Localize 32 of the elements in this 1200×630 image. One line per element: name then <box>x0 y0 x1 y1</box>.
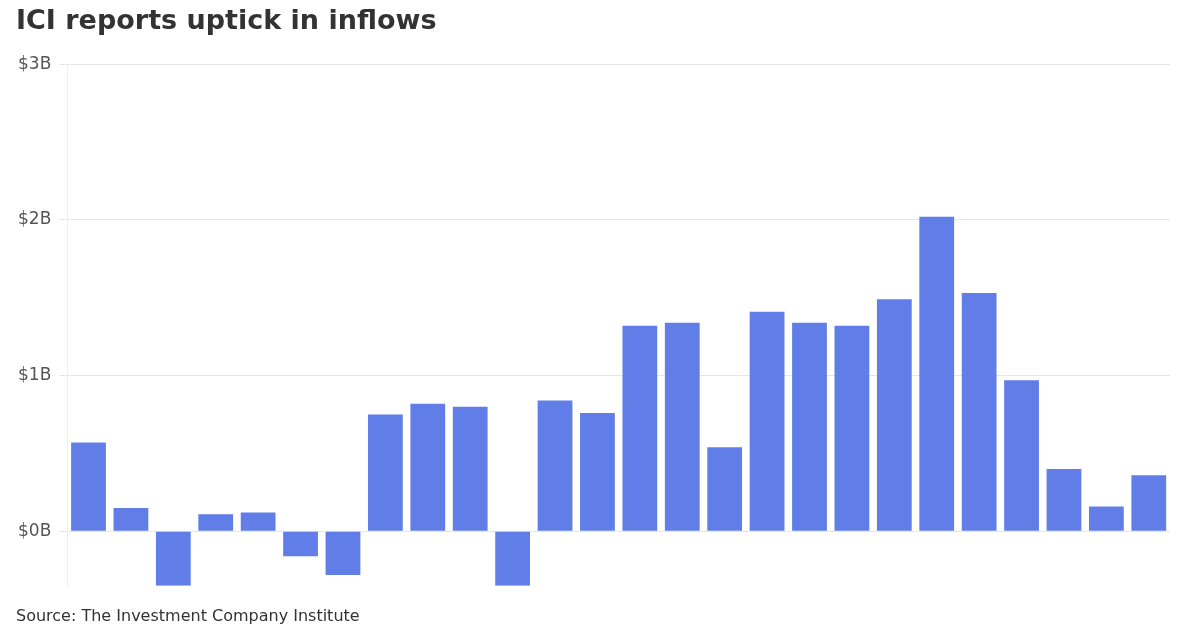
bar <box>367 414 403 531</box>
bar <box>240 512 276 531</box>
chart-title: ICI reports uptick in inflows <box>16 4 437 35</box>
bar <box>452 406 488 531</box>
bar <box>1004 380 1039 531</box>
bar <box>876 299 912 531</box>
bar <box>1088 506 1124 531</box>
bar <box>537 400 573 531</box>
bar <box>834 325 870 531</box>
bar <box>792 322 827 531</box>
bar <box>155 531 191 586</box>
bar <box>664 322 700 531</box>
bar <box>325 531 361 575</box>
bar <box>495 531 531 586</box>
source-note: Source: The Investment Company Institute <box>16 606 360 625</box>
bar <box>749 311 785 531</box>
bar <box>707 447 743 531</box>
y-tick-label: $1B <box>18 364 52 385</box>
bar <box>71 442 106 531</box>
bar <box>1131 475 1167 531</box>
bar <box>1046 469 1082 531</box>
y-tick-label: $0B <box>18 519 52 540</box>
bar <box>283 531 318 557</box>
y-tick-label: $3B <box>18 52 52 73</box>
bar <box>410 403 446 531</box>
bar <box>580 412 615 531</box>
y-tick-label: $2B <box>18 208 52 229</box>
bar <box>961 293 997 531</box>
bar <box>113 507 149 531</box>
bar <box>622 325 658 531</box>
bar <box>198 514 234 531</box>
bar <box>919 216 955 531</box>
